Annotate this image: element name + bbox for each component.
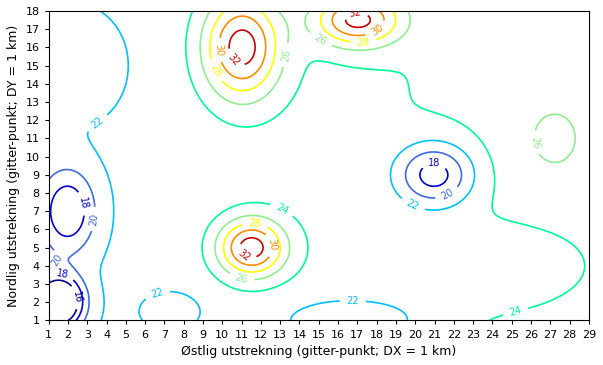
Text: 30: 30 — [369, 23, 385, 38]
Text: 20: 20 — [49, 253, 65, 269]
Text: 22: 22 — [150, 287, 165, 300]
Text: 26: 26 — [280, 48, 292, 62]
Y-axis label: Nordlig utstrekning (gitter-punkt; DY = 1 km): Nordlig utstrekning (gitter-punkt; DY = … — [7, 24, 20, 307]
Text: 28: 28 — [248, 218, 262, 229]
Text: 20: 20 — [89, 212, 100, 226]
Text: 22: 22 — [89, 115, 106, 131]
X-axis label: Østlig utstrekning (gitter-punkt; DX = 1 km): Østlig utstrekning (gitter-punkt; DX = 1… — [181, 345, 456, 358]
Text: 24: 24 — [274, 201, 290, 216]
Text: 28: 28 — [208, 63, 223, 78]
Text: 26: 26 — [234, 272, 248, 285]
Text: 18: 18 — [77, 196, 90, 211]
Text: 22: 22 — [405, 198, 420, 213]
Text: 30: 30 — [266, 238, 278, 252]
Text: 32: 32 — [349, 7, 362, 19]
Text: 22: 22 — [346, 296, 359, 306]
Text: 18: 18 — [55, 268, 69, 280]
Text: 26: 26 — [312, 32, 328, 47]
Text: 26: 26 — [529, 136, 540, 149]
Text: 30: 30 — [213, 43, 224, 56]
Text: 20: 20 — [440, 188, 455, 202]
Text: 32: 32 — [226, 52, 241, 68]
Text: 18: 18 — [428, 158, 440, 169]
Text: 16: 16 — [71, 290, 83, 304]
Text: 24: 24 — [508, 305, 523, 318]
Text: 32: 32 — [236, 247, 252, 263]
Text: 28: 28 — [357, 36, 370, 47]
